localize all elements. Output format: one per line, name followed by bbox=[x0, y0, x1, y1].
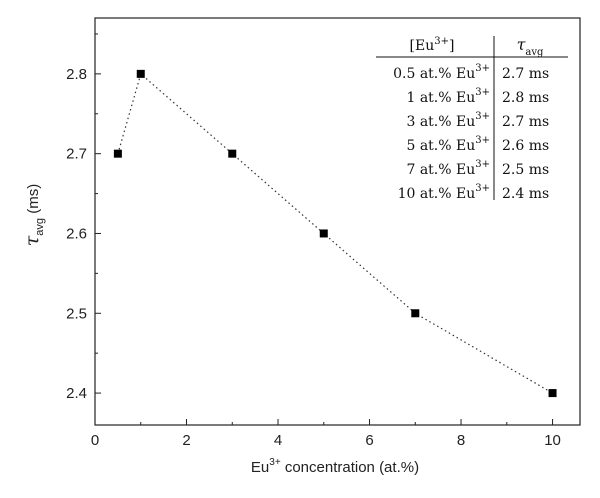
table-cell-tau: 2.7 ms bbox=[502, 66, 549, 82]
axis-tick-labels: 0 2 4 6 8 10 2.4 2.5 2.6 2.7 2.8 bbox=[66, 66, 561, 449]
plot-frame bbox=[94, 17, 581, 426]
table-cell-tau: 2.7 ms bbox=[502, 114, 549, 130]
table-cell-conc: 1 at.% Eu3+ bbox=[406, 87, 490, 106]
y-tick-label: 2.5 bbox=[66, 305, 87, 322]
data-point bbox=[113, 149, 122, 158]
table-header-conc: [Eu3+] bbox=[410, 36, 455, 54]
table-rows: 0.5 at.% Eu3+ 2.7 ms 1 at.% Eu3+ 2.8 ms 3 at… bbox=[393, 63, 549, 202]
x-tick-label: 8 bbox=[457, 432, 465, 449]
axis-ticks bbox=[94, 33, 554, 425]
series-line bbox=[117, 72, 553, 394]
y-axis-label: τavg (ms) bbox=[21, 184, 46, 246]
table-cell-conc: 7 at.% Eu3+ bbox=[406, 159, 490, 178]
data-markers bbox=[113, 69, 557, 398]
x-axis-label: Eu3+ concentration (at.%) bbox=[251, 457, 419, 476]
data-point bbox=[411, 309, 420, 318]
table-cell-conc: 5 at.% Eu3+ bbox=[406, 135, 490, 154]
y-tick-label: 2.8 bbox=[66, 66, 87, 83]
data-point bbox=[319, 229, 328, 238]
table-cell-conc: 10 at.% Eu3+ bbox=[398, 183, 490, 202]
x-tick-label: 4 bbox=[274, 432, 282, 449]
table-cell-conc: 3 at.% Eu3+ bbox=[406, 111, 490, 130]
data-point bbox=[228, 149, 237, 158]
data-point bbox=[548, 389, 557, 398]
table-cell-tau: 2.5 ms bbox=[502, 162, 549, 178]
x-tick-label: 6 bbox=[365, 432, 373, 449]
table-cell-tau: 2.4 ms bbox=[502, 186, 549, 202]
table-cell-tau: 2.8 ms bbox=[502, 90, 549, 106]
table-cell-tau: 2.6 ms bbox=[502, 138, 549, 154]
y-tick-label: 2.7 bbox=[66, 146, 87, 163]
x-tick-label: 2 bbox=[182, 432, 190, 449]
table-cell-conc: 0.5 at.% Eu3+ bbox=[393, 63, 490, 82]
data-point bbox=[136, 69, 145, 78]
table-header-tau: τavg bbox=[517, 35, 544, 58]
inset-table: [Eu3+] τavg 0.5 at.% Eu3+ 2.7 ms 1 at.% Eu… bbox=[376, 35, 568, 202]
y-tick-label: 2.4 bbox=[66, 385, 87, 402]
x-tick-label: 10 bbox=[544, 432, 561, 449]
x-tick-label: 0 bbox=[91, 432, 99, 449]
y-tick-label: 2.6 bbox=[66, 225, 87, 242]
